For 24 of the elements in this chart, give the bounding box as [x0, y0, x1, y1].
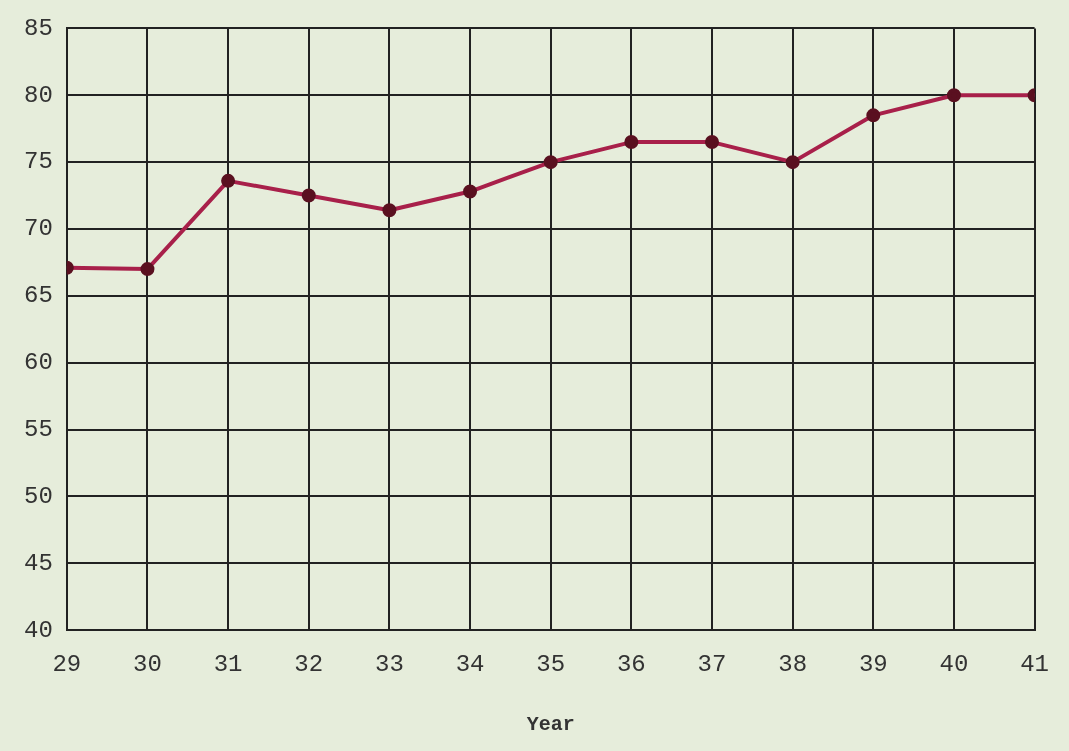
y-tick-label: 55 [23, 415, 53, 443]
x-tick-label: 34 [455, 650, 485, 678]
y-tick-label: 45 [23, 549, 53, 577]
x-tick-label: 33 [375, 650, 404, 678]
x-tick-label: 29 [52, 650, 82, 678]
y-tick-label: 70 [23, 215, 53, 243]
x-tick-label: 37 [697, 650, 727, 678]
x-tick-label: 31 [213, 650, 243, 678]
x-tick-label: 35 [536, 650, 566, 678]
y-tick-label: 60 [23, 349, 53, 377]
y-tick-label: 75 [23, 148, 53, 176]
y-tick-label: 80 [23, 81, 53, 109]
x-tick-label: 38 [778, 650, 808, 678]
x-tick-label: 36 [616, 650, 646, 678]
y-tick-label: 40 [23, 616, 53, 644]
x-tick-label: 40 [939, 650, 969, 678]
y-tick-label: 85 [23, 14, 53, 42]
y-tick-label: 50 [23, 482, 53, 510]
y-tick-label: 65 [23, 282, 53, 310]
x-tick-label: 32 [294, 650, 324, 678]
x-tick-label: 41 [1020, 650, 1049, 678]
x-tick-label: 30 [133, 650, 162, 678]
x-tick-label: 39 [858, 650, 888, 678]
x-axis-title: Year [526, 713, 575, 737]
